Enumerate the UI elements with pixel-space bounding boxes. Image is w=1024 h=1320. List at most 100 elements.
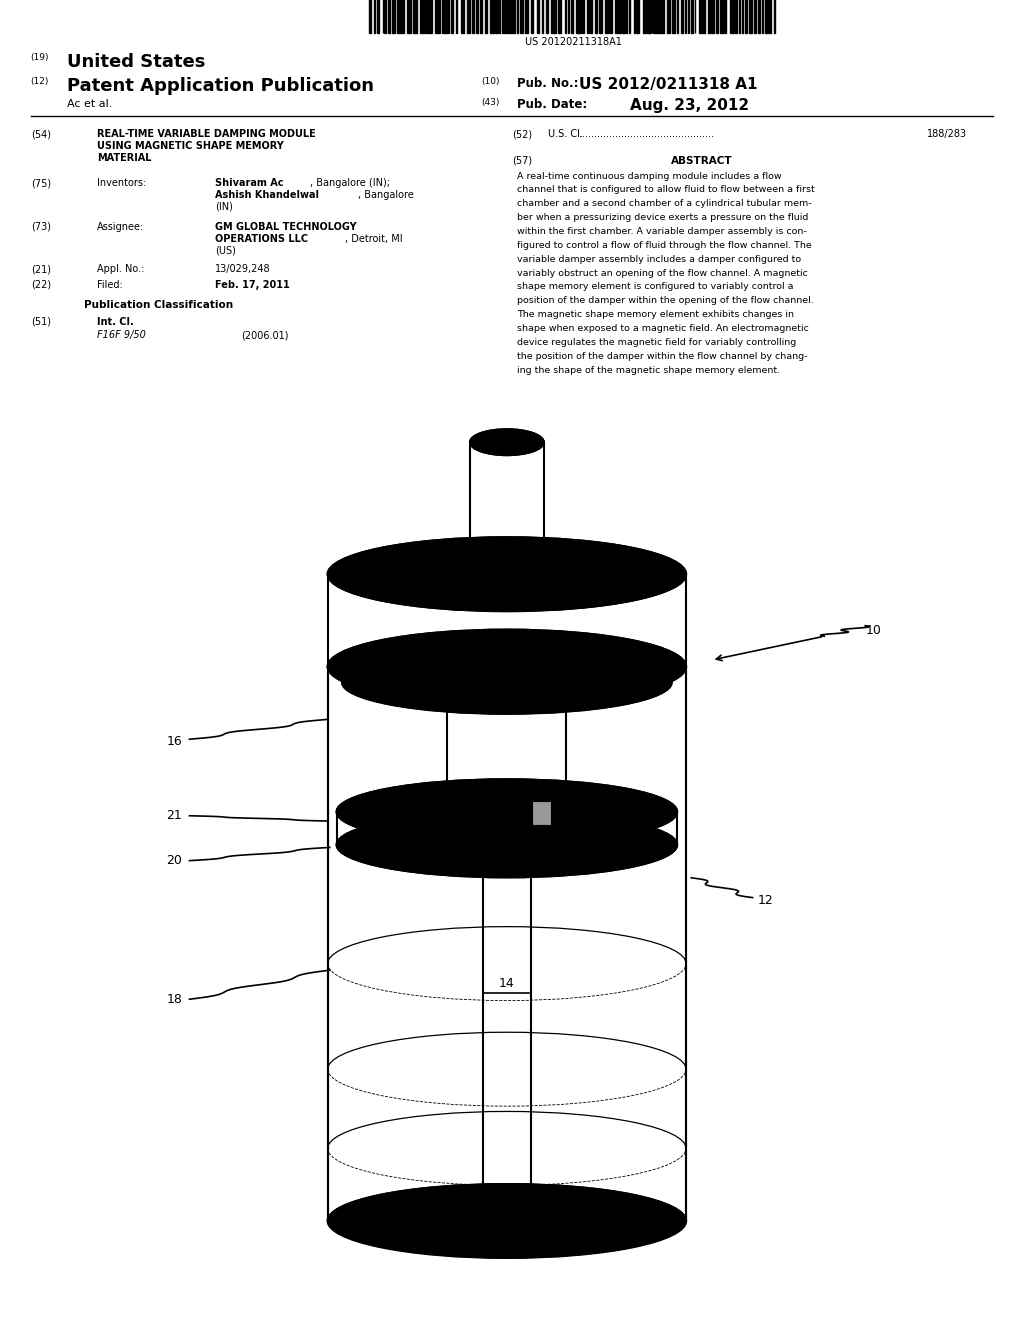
Text: The magnetic shape memory element exhibits changes in: The magnetic shape memory element exhibi… [517,310,795,319]
Bar [490,0,494,33]
Bar [416,0,417,33]
Text: within the first chamber. A variable damper assembly is con-: within the first chamber. A variable dam… [517,227,807,236]
Bar [537,0,539,33]
Text: Feb. 17, 2011: Feb. 17, 2011 [215,280,290,290]
Text: (IN): (IN) [215,202,232,213]
Bar [428,0,432,33]
Text: (2006.01): (2006.01) [241,330,288,341]
Bar [498,0,500,33]
Text: .............................................: ........................................… [579,129,714,140]
Bar [622,0,625,33]
Text: (10): (10) [481,77,500,86]
Bar [729,0,733,33]
Bar [568,0,569,33]
Text: Pub. No.:: Pub. No.: [517,77,579,90]
Bar [553,0,556,33]
Bar [716,0,719,33]
Text: USING MAGNETIC SHAPE MEMORY: USING MAGNETIC SHAPE MEMORY [97,141,284,152]
Bar [653,0,655,33]
Bar [595,0,597,33]
Text: Inventors:: Inventors: [97,178,146,189]
Text: (54): (54) [31,129,51,140]
Text: MATERIAL: MATERIAL [97,153,152,164]
Text: position of the damper within the opening of the flow channel.: position of the damper within the openin… [517,296,814,305]
Bar [456,0,458,33]
Bar [698,0,700,33]
Bar [660,0,664,33]
Text: ber when a pressurizing device exerts a pressure on the fluid: ber when a pressurizing device exerts a … [517,213,809,222]
Bar [472,0,474,33]
Text: REAL-TIME VARIABLE DAMPING MODULE: REAL-TIME VARIABLE DAMPING MODULE [97,129,316,140]
Bar [673,0,675,33]
Text: 10: 10 [865,624,882,638]
Bar [609,0,611,33]
Bar [377,0,379,33]
Bar [413,0,415,33]
Bar [388,0,390,33]
Bar [604,0,608,33]
Text: shape memory element is configured to variably control a: shape memory element is configured to va… [517,282,794,292]
Bar [626,0,628,33]
Ellipse shape [447,784,566,840]
Ellipse shape [342,651,672,714]
Text: 18: 18 [166,993,182,1006]
Bar [701,0,706,33]
Text: device regulates the magnetic field for variably controlling: device regulates the magnetic field for … [517,338,797,347]
Text: Ashish Khandelwal: Ashish Khandelwal [215,190,319,201]
Bar [734,0,736,33]
Bar [524,0,528,33]
Text: F16F 9/50: F16F 9/50 [97,330,146,341]
Bar [744,0,746,33]
Text: (21): (21) [31,264,51,275]
Text: (52): (52) [512,129,532,140]
Text: Ac et al.: Ac et al. [67,99,112,110]
Bar [476,0,478,33]
Bar [444,0,447,33]
Bar [751,0,752,33]
Bar [392,0,394,33]
Bar [711,0,714,33]
Text: 14: 14 [499,977,515,990]
Bar [758,0,760,33]
Bar [599,0,602,33]
Bar [769,0,771,33]
Bar [571,0,572,33]
Bar [436,0,440,33]
Bar [558,0,561,33]
Ellipse shape [328,1184,686,1258]
Text: (US): (US) [215,246,236,256]
Text: Assignee:: Assignee: [97,222,144,232]
Text: 13/029,248: 13/029,248 [215,264,270,275]
Text: shape when exposed to a magnetic field. An electromagnetic: shape when exposed to a magnetic field. … [517,323,809,333]
Text: US 20120211318A1: US 20120211318A1 [525,37,622,48]
Bar [495,0,497,33]
Text: ing the shape of the magnetic shape memory element.: ing the shape of the magnetic shape memo… [517,366,780,375]
Text: (12): (12) [31,77,49,86]
Text: Patent Application Publication: Patent Application Publication [67,77,374,95]
Text: United States: United States [67,53,205,71]
Bar [667,0,671,33]
Bar [485,0,487,33]
Text: , Bangalore: , Bangalore [358,190,414,201]
Bar [441,0,443,33]
Text: (75): (75) [31,178,51,189]
Bar [546,0,549,33]
Bar [425,0,427,33]
Text: 21: 21 [167,809,182,822]
Bar [564,0,566,33]
Bar [591,0,592,33]
Bar [396,0,400,33]
Text: 16: 16 [167,735,182,748]
Text: (57): (57) [512,156,532,166]
Bar [401,0,404,33]
Bar [648,0,650,33]
Bar [551,0,552,33]
Text: 188/283: 188/283 [927,129,967,140]
Bar [583,0,584,33]
Bar [461,0,464,33]
Text: , Bangalore (IN);: , Bangalore (IN); [310,178,390,189]
Text: (43): (43) [481,98,500,107]
Text: 20: 20 [166,854,182,867]
Text: A real-time continuous damping module includes a flow: A real-time continuous damping module in… [517,172,781,181]
Text: (22): (22) [31,280,51,290]
